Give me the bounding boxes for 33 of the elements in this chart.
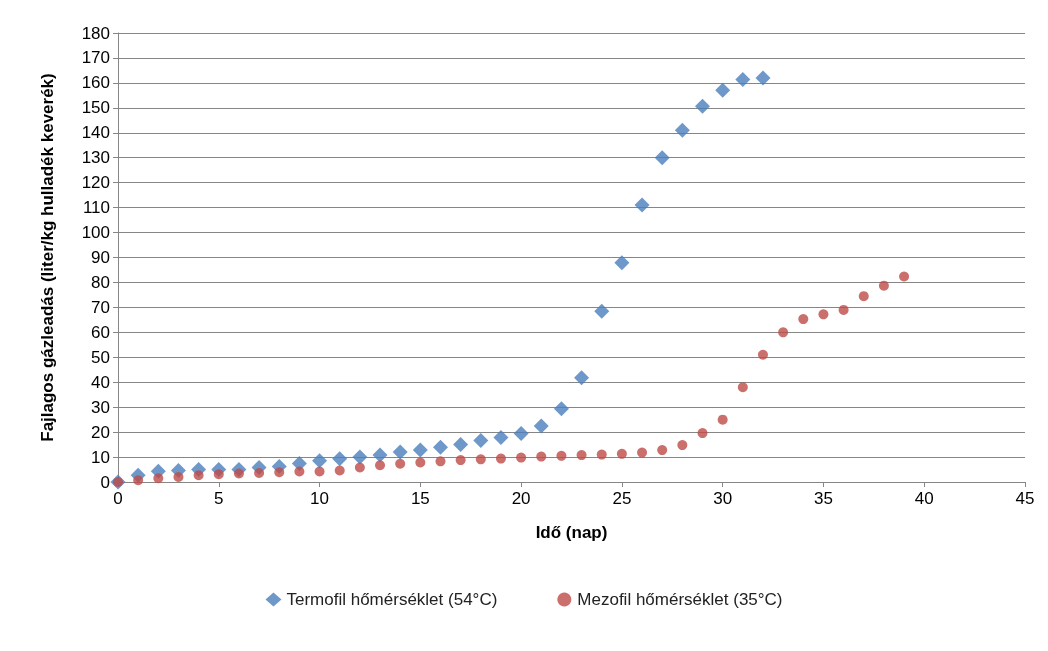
x-tick-label: 0 [113,489,123,508]
y-tick-label: 110 [82,198,110,218]
y-tick-label: 80 [91,272,110,292]
x-axis-title: Idő (nap) [535,523,608,542]
legend-label: Mezofil hőmérséklet (35°C) [577,590,783,609]
x-tick-label: 5 [214,489,224,508]
x-tick-label: 15 [410,489,430,508]
y-tick-label: 90 [91,248,110,267]
y-tick-label: 100 [81,223,110,243]
y-tick-label: 180 [81,23,110,43]
y-tick-label: 140 [81,123,110,143]
y-tick-label: 60 [91,322,110,342]
y-tick-label: 130 [81,148,110,168]
legend-label: Termofil hőmérséklet (54°C) [286,590,498,609]
x-tick-label: 20 [511,489,531,508]
y-tick-label: 120 [81,173,110,193]
x-tick-label: 10 [310,489,330,508]
y-tick-label: 10 [91,447,110,467]
y-tick-label: 0 [100,472,110,492]
x-tick-label: 40 [914,489,934,508]
y-tick-label: 40 [91,372,110,392]
x-tick-label: 25 [612,489,632,508]
y-tick-label: 20 [91,422,110,442]
y-tick-label: 70 [91,297,110,317]
y-tick-label: 170 [81,48,110,68]
y-tick-label: 150 [81,98,110,118]
x-tick-label: 45 [1015,489,1035,508]
y-axis-title: Fajlagos gázleadás (liter/kg hulladék keverék) [38,73,57,442]
x-tick-label: 30 [713,489,733,508]
x-tick-label: 35 [813,489,833,508]
y-tick-label: 50 [91,347,110,367]
y-tick-label: 30 [91,397,110,417]
y-tick-label: 160 [81,73,110,93]
